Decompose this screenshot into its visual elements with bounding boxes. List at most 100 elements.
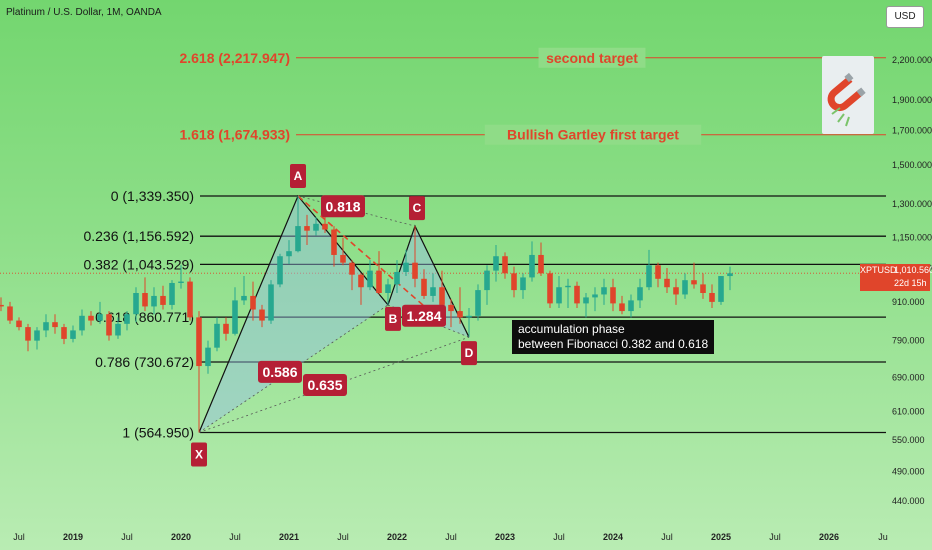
point-label-b: B bbox=[389, 312, 398, 326]
point-box bbox=[385, 306, 401, 331]
annotation-line-2: between Fibonacci 0.382 and 0.618 bbox=[518, 337, 709, 351]
x-tick-label: 2023 bbox=[495, 532, 515, 542]
current-price-value: 1,010.560 bbox=[894, 265, 932, 275]
point-box bbox=[191, 442, 207, 467]
x-tick-label: 2022 bbox=[387, 532, 407, 542]
currency-button[interactable]: USD bbox=[886, 6, 924, 28]
point-label-a: A bbox=[294, 169, 303, 183]
x-tick-label: Jul bbox=[661, 532, 673, 542]
target-text: Bullish Gartley first target bbox=[507, 127, 679, 143]
point-box bbox=[409, 196, 425, 221]
candle-body bbox=[394, 271, 400, 285]
fib-level-label: 0.236 (1,156.592) bbox=[83, 228, 194, 244]
candle-body bbox=[124, 314, 130, 324]
y-tick-label: 1,300.000 bbox=[892, 199, 932, 209]
y-tick-label: 610.000 bbox=[892, 406, 925, 416]
candle-body bbox=[493, 256, 499, 271]
symbol-title: Platinum / U.S. Dollar, 1M, OANDA bbox=[6, 7, 162, 18]
candle-body bbox=[538, 254, 544, 274]
candle-body bbox=[727, 273, 733, 277]
candle-body bbox=[529, 254, 535, 278]
candle-body bbox=[700, 284, 706, 293]
candle-body bbox=[187, 281, 193, 318]
candle-body bbox=[610, 287, 616, 304]
candle-body bbox=[547, 273, 553, 304]
candle-body bbox=[502, 256, 508, 274]
x-tick-label: 2026 bbox=[819, 532, 839, 542]
target-text: second target bbox=[546, 50, 638, 66]
candles bbox=[0, 196, 733, 433]
candle-body bbox=[556, 287, 562, 304]
candle-body bbox=[70, 330, 76, 339]
x-tick-label: 2019 bbox=[63, 532, 83, 542]
candle-body bbox=[313, 223, 319, 231]
ratio-label: 0.586 bbox=[262, 364, 297, 380]
candle-body bbox=[637, 287, 643, 301]
fib-level-label: 0 (1,339.350) bbox=[111, 188, 194, 204]
magnet-icon bbox=[822, 56, 874, 134]
candle-body bbox=[7, 306, 13, 321]
candle-body bbox=[673, 287, 679, 295]
candle-body bbox=[295, 226, 301, 252]
current-price-symbol: XPTUSD bbox=[860, 265, 897, 275]
candle-body bbox=[223, 323, 229, 334]
candle-body bbox=[655, 265, 661, 279]
candle-body bbox=[61, 327, 67, 339]
ratio-label: 0.818 bbox=[325, 198, 360, 214]
candle-body bbox=[322, 223, 328, 230]
y-tick-label: 1,700.000 bbox=[892, 126, 932, 136]
x-tick-label: 2024 bbox=[603, 532, 623, 542]
candle-body bbox=[88, 315, 94, 321]
target-text-bg bbox=[538, 47, 646, 68]
x-axis[interactable]: Jul 2019 Jul 2020 Jul 2021 Jul 2022 Jul 2023 Jul 20… bbox=[13, 532, 888, 542]
candle-body bbox=[709, 292, 715, 302]
accumulation-annotation: accumulation phase between Fibonacci 0.3… bbox=[512, 320, 715, 354]
candle-body bbox=[457, 311, 463, 318]
point-label-c: C bbox=[413, 201, 422, 215]
point-box bbox=[290, 163, 306, 188]
y-tick-label: 2,200.000 bbox=[892, 55, 932, 65]
candle-body bbox=[214, 323, 220, 348]
candle-body bbox=[151, 295, 157, 307]
y-tick-label: 440.000 bbox=[892, 496, 925, 506]
y-tick-label: 550.000 bbox=[892, 435, 925, 445]
candle-body bbox=[520, 277, 526, 291]
x-tick-label: Jul bbox=[121, 532, 133, 542]
x-tick-label: 2025 bbox=[711, 532, 731, 542]
candle-body bbox=[25, 327, 31, 341]
candle-body bbox=[574, 285, 580, 304]
candle-body bbox=[583, 297, 589, 304]
target-levels: second target 2.618 (2,217.947) Bullish Ga… bbox=[179, 47, 886, 145]
ratio-label: 0.635 bbox=[307, 377, 342, 393]
candle-body bbox=[412, 262, 418, 279]
x-tick-label: Jul bbox=[769, 532, 781, 542]
ratio-box bbox=[402, 304, 446, 327]
candle-body bbox=[619, 303, 625, 312]
y-tick-label: 1,150.000 bbox=[892, 233, 932, 243]
y-tick-label: 1,900.000 bbox=[892, 95, 932, 105]
ratio-box bbox=[258, 360, 302, 383]
xb-dotted bbox=[198, 304, 389, 433]
candle-body bbox=[511, 273, 517, 291]
ratio-box bbox=[321, 195, 365, 218]
candle-body bbox=[664, 278, 670, 288]
candle-body bbox=[358, 274, 364, 288]
candle-body bbox=[448, 304, 454, 312]
xab-triangle bbox=[199, 195, 388, 433]
x-tick-label: 2020 bbox=[171, 532, 191, 542]
ratio-box bbox=[303, 373, 347, 396]
candle-body bbox=[682, 280, 688, 295]
fib-level-label: 1 (564.950) bbox=[122, 425, 194, 441]
candle-body bbox=[259, 309, 265, 321]
fib-level-label: 0.786 (730.672) bbox=[95, 354, 194, 370]
ratio-label: 1.284 bbox=[406, 308, 441, 324]
current-price-tag: XPTUSD 1,010.560 22d 15h bbox=[860, 264, 932, 291]
candle-body bbox=[286, 251, 292, 257]
candle-body bbox=[196, 317, 202, 367]
bar-countdown: 22d 15h bbox=[894, 278, 927, 288]
candle-body bbox=[97, 314, 103, 321]
point-label-x: X bbox=[195, 448, 203, 462]
candle-body bbox=[277, 256, 283, 285]
